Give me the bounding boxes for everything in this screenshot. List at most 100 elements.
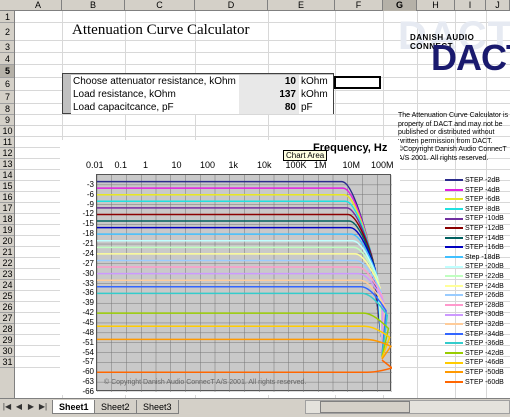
legend-swatch: [445, 236, 463, 239]
series-line: [97, 266, 384, 353]
legend-item: STEP -36dB: [445, 340, 504, 348]
legend-item: STEP -28dB: [445, 302, 504, 310]
last-sheet-icon[interactable]: ▶|: [38, 402, 48, 411]
tab-sheet1[interactable]: Sheet1: [52, 400, 96, 414]
row-header-6[interactable]: 6: [0, 78, 14, 91]
y-tick-label: -42: [82, 308, 94, 318]
input-value[interactable]: 10: [239, 75, 299, 88]
legend-swatch: [445, 380, 463, 383]
column-header-d[interactable]: D: [195, 0, 268, 11]
legend-item: Step -18dB: [445, 254, 500, 262]
row-header-22[interactable]: 22: [0, 258, 14, 269]
gridline-col: [417, 11, 418, 398]
row-header-10[interactable]: 10: [0, 126, 14, 137]
row-header-27[interactable]: 27: [0, 313, 14, 324]
row-header-16[interactable]: 16: [0, 192, 14, 203]
row-header-24[interactable]: 24: [0, 280, 14, 291]
column-header-i[interactable]: I: [455, 0, 486, 11]
row-header-19[interactable]: 19: [0, 225, 14, 236]
row-header-5[interactable]: 5: [0, 65, 14, 78]
row-header-20[interactable]: 20: [0, 236, 14, 247]
column-header-b[interactable]: B: [62, 0, 125, 11]
series-line: [97, 312, 390, 358]
row-header-26[interactable]: 26: [0, 302, 14, 313]
prev-sheet-icon[interactable]: ◀: [15, 402, 23, 411]
next-sheet-icon[interactable]: ▶: [27, 402, 35, 411]
chart-legend[interactable]: STEP -2dB STEP -4dB STEP -6dB STEP -8dB STEP…: [445, 177, 510, 392]
legend-label: STEP -4dB: [465, 186, 500, 194]
row-header-2[interactable]: 2: [0, 23, 14, 41]
y-tick-label: -48: [82, 327, 94, 337]
gridline-row: [15, 64, 510, 65]
row-header-3[interactable]: 3: [0, 41, 14, 53]
row-header-30[interactable]: 30: [0, 346, 14, 357]
row-header-13[interactable]: 13: [0, 159, 14, 170]
row-header-17[interactable]: 17: [0, 203, 14, 214]
legend-swatch: [445, 303, 463, 306]
row-header-12[interactable]: 12: [0, 148, 14, 159]
row-header-11[interactable]: 11: [0, 137, 14, 148]
row-header-7[interactable]: 7: [0, 91, 14, 104]
logo: DACT: [431, 37, 510, 78]
row-header-25[interactable]: 25: [0, 291, 14, 302]
legend-item: STEP -20dB: [445, 263, 504, 271]
input-value[interactable]: 137: [239, 88, 299, 101]
input-value[interactable]: 80: [239, 101, 299, 114]
tab-sheet2[interactable]: Sheet2: [94, 400, 137, 414]
legend-label: STEP -14dB: [465, 234, 504, 242]
row-header-4[interactable]: 4: [0, 53, 14, 65]
legend-swatch: [445, 246, 463, 249]
column-header-e[interactable]: E: [268, 0, 335, 11]
legend-swatch: [445, 198, 463, 201]
series-line: [97, 279, 386, 355]
legend-item: STEP -34dB: [445, 331, 504, 339]
legend-label: STEP -46dB: [465, 359, 504, 367]
plot-svg: [96, 175, 394, 393]
row-header-29[interactable]: 29: [0, 335, 14, 346]
row-header-31[interactable]: 31: [0, 357, 14, 368]
row-header-1[interactable]: 1: [0, 11, 14, 23]
column-header-a[interactable]: A: [15, 0, 62, 11]
tab-sheet3[interactable]: Sheet3: [136, 400, 179, 414]
input-unit: kOhm: [299, 88, 333, 101]
series-line: [97, 200, 383, 343]
y-tick-label: -9: [86, 199, 94, 209]
scrollbar-thumb[interactable]: [320, 401, 410, 413]
row-header-21[interactable]: 21: [0, 247, 14, 258]
series-line: [97, 240, 383, 349]
legend-label: STEP -42dB: [465, 349, 504, 357]
x-axis-title: Frequency, Hz: [313, 142, 388, 154]
column-header-c[interactable]: C: [125, 0, 195, 11]
column-header-g[interactable]: G: [383, 0, 417, 11]
legend-item: STEP -26dB: [445, 292, 504, 300]
x-tick-label: 10: [171, 160, 182, 170]
legend-swatch: [445, 323, 463, 326]
gridline-row: [15, 125, 510, 126]
plot-area[interactable]: [96, 174, 394, 393]
legend-item: STEP -42dB: [445, 350, 504, 358]
row-header-15[interactable]: 15: [0, 181, 14, 192]
selected-cell[interactable]: [334, 76, 381, 89]
column-header-j[interactable]: J: [486, 0, 510, 11]
row-header-14[interactable]: 14: [0, 170, 14, 181]
legend-label: STEP -6dB: [465, 196, 500, 204]
input-unit: kOhm: [299, 75, 333, 88]
row-header-18[interactable]: 18: [0, 214, 14, 225]
row-header-23[interactable]: 23: [0, 269, 14, 280]
legend-swatch: [445, 294, 463, 297]
legend-label: STEP -8dB: [465, 205, 500, 213]
column-header-h[interactable]: H: [417, 0, 455, 11]
legend-item: STEP -2dB: [445, 177, 500, 185]
legend-label: STEP -32dB: [465, 321, 504, 328]
gridline-row: [15, 40, 510, 41]
y-tick-label: -51: [82, 337, 94, 347]
page-title: Attenuation Curve Calculator: [72, 22, 250, 38]
row-header-28[interactable]: 28: [0, 324, 14, 335]
column-header-f[interactable]: F: [335, 0, 383, 11]
gridline-row: [15, 52, 510, 53]
y-tick-label: -15: [82, 219, 94, 229]
legend-swatch: [445, 351, 463, 354]
first-sheet-icon[interactable]: |◀: [2, 402, 12, 411]
row-header-9[interactable]: 9: [0, 115, 14, 126]
row-header-8[interactable]: 8: [0, 104, 14, 115]
